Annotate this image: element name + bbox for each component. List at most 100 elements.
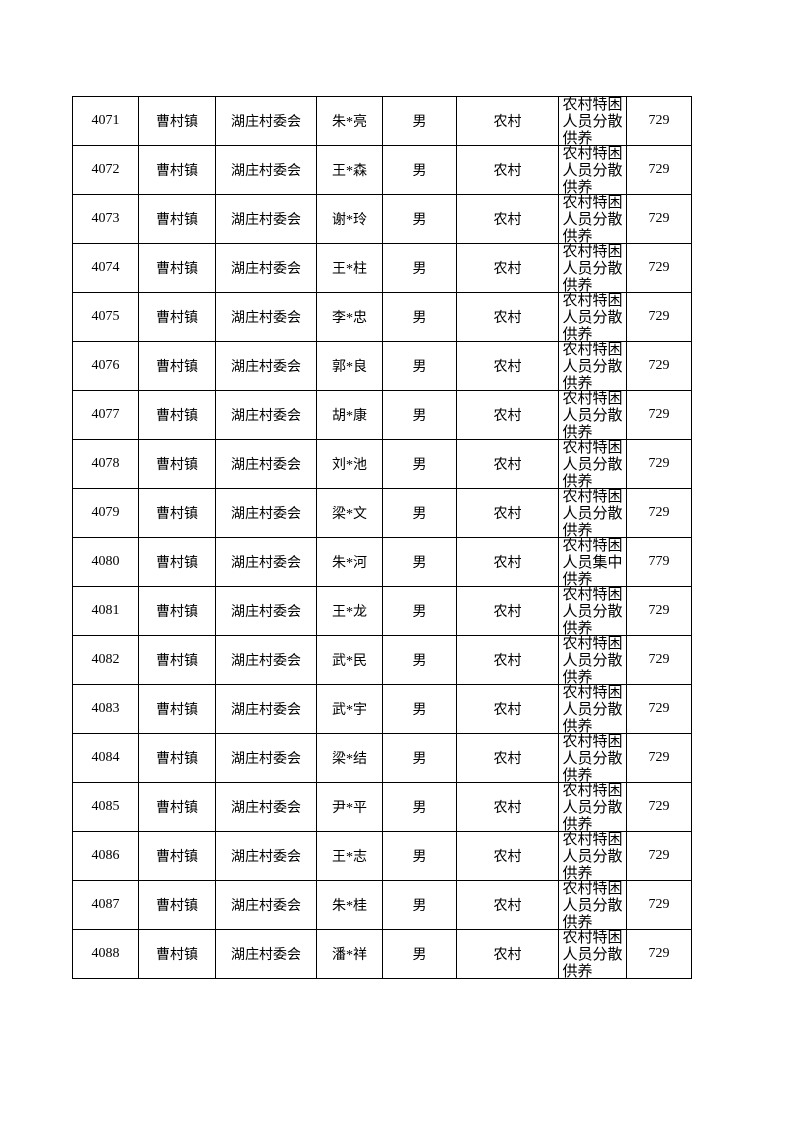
village: 湖庄村委会 bbox=[215, 880, 317, 930]
village: 湖庄村委会 bbox=[215, 586, 317, 636]
area-type: 农村 bbox=[456, 684, 559, 734]
category: 农村特困人员分散供养 bbox=[562, 489, 623, 537]
area-type: 农村 bbox=[456, 929, 559, 979]
gender: 男 bbox=[382, 782, 457, 832]
row-id: 4072 bbox=[72, 145, 139, 195]
table-cell: 农村特困人员分散供养 bbox=[558, 96, 627, 146]
person-name: 朱*河 bbox=[316, 537, 383, 587]
amount: 729 bbox=[626, 341, 692, 391]
category: 农村特困人员分散供养 bbox=[562, 832, 623, 880]
table-cell: 农村特困人员分散供养 bbox=[558, 880, 627, 930]
village: 湖庄村委会 bbox=[215, 782, 317, 832]
town: 曹村镇 bbox=[138, 684, 216, 734]
gender: 男 bbox=[382, 439, 457, 489]
area-type: 农村 bbox=[456, 586, 559, 636]
data-table: 4071 曹村镇 湖庄村委会 朱*亮男农村 农村特困人员分散供养 729 4072 曹村镇 湖庄… bbox=[72, 96, 692, 979]
table-row: 4076 曹村镇 湖庄村委会 郭*良男农村 农村特困人员分散供养 729 bbox=[72, 341, 692, 391]
table-row: 4084 曹村镇 湖庄村委会 梁*结男农村 农村特困人员分散供养 729 bbox=[72, 733, 692, 783]
gender: 男 bbox=[382, 733, 457, 783]
person-name: 武*民 bbox=[316, 635, 383, 685]
row-id: 4076 bbox=[72, 341, 139, 391]
person-name: 尹*平 bbox=[316, 782, 383, 832]
area-type: 农村 bbox=[456, 145, 559, 195]
town: 曹村镇 bbox=[138, 929, 216, 979]
area-type: 农村 bbox=[456, 194, 559, 244]
table-cell: 农村特困人员集中供养 bbox=[558, 537, 627, 587]
area-type: 农村 bbox=[456, 341, 559, 391]
person-name: 王*柱 bbox=[316, 243, 383, 293]
village: 湖庄村委会 bbox=[215, 635, 317, 685]
person-name: 武*宇 bbox=[316, 684, 383, 734]
person-name: 胡*康 bbox=[316, 390, 383, 440]
town: 曹村镇 bbox=[138, 341, 216, 391]
category: 农村特困人员分散供养 bbox=[562, 391, 623, 439]
gender: 男 bbox=[382, 194, 457, 244]
table-cell: 农村特困人员分散供养 bbox=[558, 439, 627, 489]
table-cell: 农村特困人员分散供养 bbox=[558, 292, 627, 342]
row-id: 4082 bbox=[72, 635, 139, 685]
person-name: 王*龙 bbox=[316, 586, 383, 636]
amount: 729 bbox=[626, 831, 692, 881]
table-cell: 农村特困人员分散供养 bbox=[558, 733, 627, 783]
category: 农村特困人员分散供养 bbox=[562, 244, 623, 292]
table-cell: 农村特困人员分散供养 bbox=[558, 586, 627, 636]
row-id: 4071 bbox=[72, 96, 139, 146]
person-name: 潘*祥 bbox=[316, 929, 383, 979]
gender: 男 bbox=[382, 292, 457, 342]
town: 曹村镇 bbox=[138, 537, 216, 587]
category: 农村特困人员分散供养 bbox=[562, 685, 623, 733]
amount: 729 bbox=[626, 390, 692, 440]
table-row: 4083 曹村镇 湖庄村委会 武*宇男农村 农村特困人员分散供养 729 bbox=[72, 684, 692, 734]
village: 湖庄村委会 bbox=[215, 537, 317, 587]
area-type: 农村 bbox=[456, 782, 559, 832]
town: 曹村镇 bbox=[138, 145, 216, 195]
category: 农村特困人员分散供养 bbox=[562, 195, 623, 243]
village: 湖庄村委会 bbox=[215, 194, 317, 244]
category: 农村特困人员分散供养 bbox=[562, 97, 623, 145]
area-type: 农村 bbox=[456, 831, 559, 881]
village: 湖庄村委会 bbox=[215, 145, 317, 195]
village: 湖庄村委会 bbox=[215, 831, 317, 881]
table-cell: 农村特困人员分散供养 bbox=[558, 390, 627, 440]
person-name: 郭*良 bbox=[316, 341, 383, 391]
town: 曹村镇 bbox=[138, 880, 216, 930]
area-type: 农村 bbox=[456, 292, 559, 342]
village: 湖庄村委会 bbox=[215, 488, 317, 538]
town: 曹村镇 bbox=[138, 782, 216, 832]
table-row: 4075 曹村镇 湖庄村委会 李*忠男农村 农村特困人员分散供养 729 bbox=[72, 292, 692, 342]
amount: 729 bbox=[626, 292, 692, 342]
amount: 729 bbox=[626, 145, 692, 195]
category: 农村特困人员分散供养 bbox=[562, 783, 623, 831]
table-row: 4081 曹村镇 湖庄村委会 王*龙男农村 农村特困人员分散供养 729 bbox=[72, 586, 692, 636]
table-row: 4072 曹村镇 湖庄村委会 王*森男农村 农村特困人员分散供养 729 bbox=[72, 145, 692, 195]
person-name: 朱*桂 bbox=[316, 880, 383, 930]
row-id: 4087 bbox=[72, 880, 139, 930]
table-cell: 农村特困人员分散供养 bbox=[558, 145, 627, 195]
table-row: 4088 曹村镇 湖庄村委会 潘*祥男农村 农村特困人员分散供养 729 bbox=[72, 929, 692, 979]
gender: 男 bbox=[382, 96, 457, 146]
person-name: 朱*亮 bbox=[316, 96, 383, 146]
gender: 男 bbox=[382, 537, 457, 587]
amount: 729 bbox=[626, 733, 692, 783]
category: 农村特困人员分散供养 bbox=[562, 587, 623, 635]
table-row: 4086 曹村镇 湖庄村委会 王*志男农村 农村特困人员分散供养 729 bbox=[72, 831, 692, 881]
amount: 729 bbox=[626, 782, 692, 832]
area-type: 农村 bbox=[456, 733, 559, 783]
gender: 男 bbox=[382, 586, 457, 636]
row-id: 4073 bbox=[72, 194, 139, 244]
row-id: 4085 bbox=[72, 782, 139, 832]
table-cell: 农村特困人员分散供养 bbox=[558, 635, 627, 685]
table-cell: 农村特困人员分散供养 bbox=[558, 243, 627, 293]
row-id: 4084 bbox=[72, 733, 139, 783]
amount: 729 bbox=[626, 586, 692, 636]
amount: 779 bbox=[626, 537, 692, 587]
row-id: 4077 bbox=[72, 390, 139, 440]
village: 湖庄村委会 bbox=[215, 733, 317, 783]
category: 农村特困人员分散供养 bbox=[562, 440, 623, 488]
town: 曹村镇 bbox=[138, 96, 216, 146]
amount: 729 bbox=[626, 439, 692, 489]
table-row: 4080 曹村镇 湖庄村委会 朱*河男农村 农村特困人员集中供养 779 bbox=[72, 537, 692, 587]
table-cell: 农村特困人员分散供养 bbox=[558, 341, 627, 391]
table-cell: 农村特困人员分散供养 bbox=[558, 782, 627, 832]
